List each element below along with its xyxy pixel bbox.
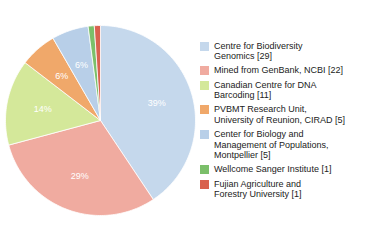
svg-text:14%: 14% [34,104,52,114]
html-text:Center for Biology and Managem: Center for Biology and Management of Pop… [214,129,329,160]
svg-text:39%: 39% [148,98,166,108]
svg-text:6%: 6% [55,71,68,81]
html-text:Centre for Biodiversity Genomi: Centre for Biodiversity Genomics [29] [214,40,303,62]
svg-text:6%: 6% [75,60,88,70]
html-text:Mined from GenBank, NCBI [22]: Mined from GenBank, NCBI [22] [214,65,344,76]
svg-text:29%: 29% [71,171,89,181]
html-text:Canadian Centre for DNA Barcod: Canadian Centre for DNA Barcoding [11] [214,79,317,101]
html-text:Wellcome Sanger Institute [1]: Wellcome Sanger Institute [1] [214,164,332,175]
html-text:Fujian Agriculture and Forestr: Fujian Agriculture and Forestry Universi… [214,178,302,199]
html-text:PVBMT Research Unit, Universit: PVBMT Research Unit, University of Reuni… [214,104,346,125]
